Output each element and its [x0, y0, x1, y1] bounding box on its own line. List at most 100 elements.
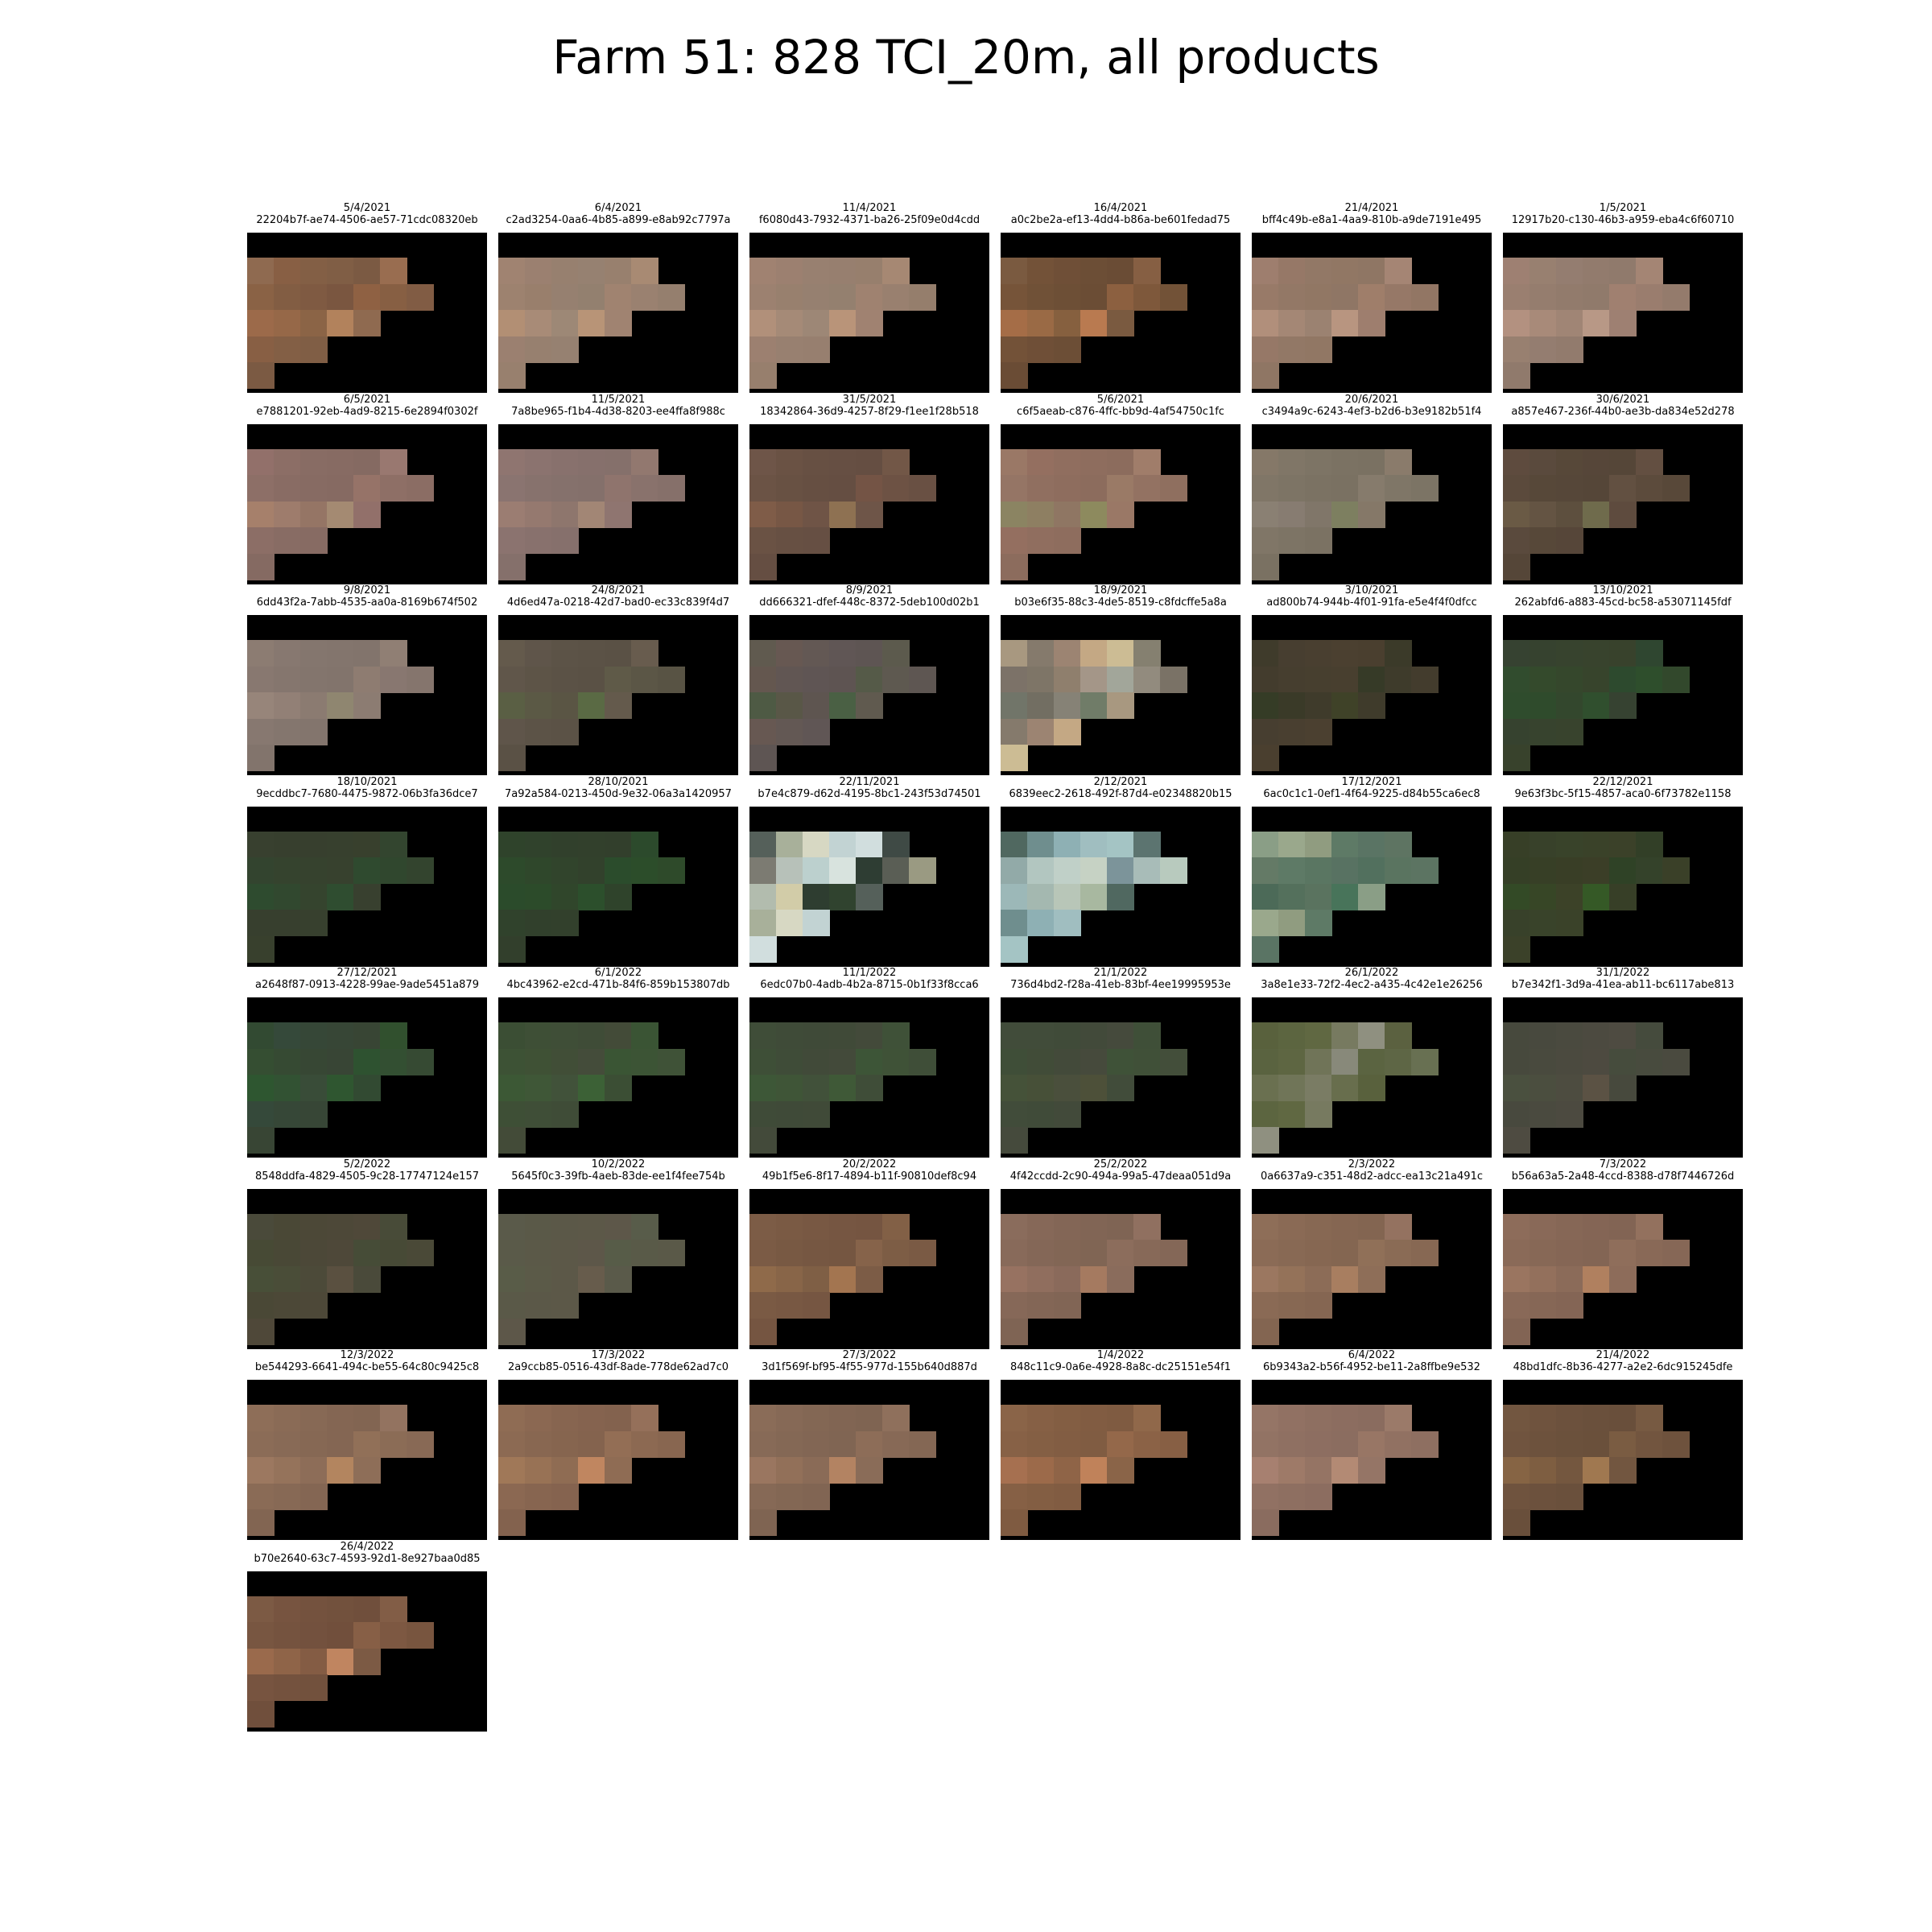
pixel-cell	[1054, 1075, 1081, 1101]
product-panel: 26/1/2022 3a8e1e33-72f2-4ec2-a435-4c42e1e…	[1252, 967, 1492, 1158]
pixel-cell	[803, 718, 830, 745]
pixel-cell	[498, 1100, 526, 1128]
tci-thumbnail	[749, 423, 989, 584]
product-panel: 18/10/2021 9ecddbc7-7680-4475-9872-06b3fa…	[247, 776, 487, 967]
pixel-cell	[1027, 883, 1055, 910]
pixel-cell	[551, 666, 579, 693]
pixel-cell	[631, 831, 658, 858]
pixel-cell	[749, 857, 777, 884]
pixel-cell	[1556, 640, 1583, 667]
pixel-cell	[1503, 1405, 1530, 1431]
pixel-cell	[829, 1405, 857, 1431]
pixel-cell	[829, 310, 857, 336]
pixel-cell	[1252, 1509, 1279, 1536]
pixel-cell	[247, 501, 275, 528]
pixel-cell	[578, 501, 605, 528]
pixel-cell	[274, 1048, 301, 1075]
pixel-cell	[1503, 258, 1530, 284]
pixel-cell	[1305, 448, 1332, 476]
product-panel: 27/3/2022 3d1f569f-bf95-4f55-977d-155b640…	[749, 1349, 989, 1540]
pixel-cell	[353, 448, 381, 476]
pixel-cell	[749, 745, 777, 771]
pixel-cell	[1331, 692, 1359, 719]
pixel-cell	[1278, 1405, 1306, 1431]
pixel-cell	[1609, 1022, 1637, 1049]
pixel-cell	[1636, 1405, 1663, 1431]
pixel-cell	[1252, 362, 1279, 389]
pixel-cell	[605, 640, 632, 667]
pixel-cell	[829, 1048, 857, 1075]
pixel-cell	[1001, 935, 1028, 963]
product-date: 6/4/2022	[1348, 1349, 1396, 1361]
pixel-cell	[300, 1648, 328, 1675]
pixel-cell	[1530, 666, 1557, 693]
pixel-cell	[1252, 553, 1279, 580]
pixel-cell	[274, 1213, 301, 1241]
pixel-cell	[1252, 883, 1279, 910]
pixel-cell	[1054, 310, 1081, 336]
pixel-cell	[856, 692, 883, 719]
pixel-cell	[551, 475, 579, 502]
pixel-cell	[1583, 501, 1610, 528]
pixel-cell	[1001, 1509, 1028, 1536]
pixel-cell	[1609, 640, 1637, 667]
pixel-cell	[1609, 1405, 1637, 1431]
pixel-cell	[803, 283, 830, 311]
product-date: 6/1/2022	[594, 967, 642, 979]
product-date: 5/6/2021	[1096, 393, 1145, 406]
pixel-cell	[578, 692, 605, 719]
pixel-cell	[1609, 310, 1637, 336]
pixel-cell	[300, 1292, 328, 1319]
pixel-cell	[1027, 1292, 1055, 1319]
pixel-cell	[605, 1265, 632, 1293]
pixel-cell	[1331, 310, 1359, 336]
pixel-cell	[300, 640, 328, 667]
pixel-cell	[1503, 831, 1530, 858]
product-panel: 28/10/2021 7a92a584-0213-450d-9e32-06a3a1…	[498, 776, 738, 967]
pixel-cell	[1054, 718, 1081, 745]
tci-thumbnail	[1503, 997, 1743, 1158]
pixel-cell	[803, 1430, 830, 1458]
pixel-cell	[605, 501, 632, 528]
pixel-cell	[1556, 336, 1583, 363]
pixel-cell	[1609, 258, 1637, 284]
pixel-cell	[327, 1048, 354, 1075]
pixel-cell	[1080, 501, 1108, 528]
pixel-cell	[1583, 692, 1610, 719]
pixel-cell	[274, 448, 301, 476]
pixel-cell	[1331, 831, 1359, 858]
pixel-cell	[1331, 501, 1359, 528]
pixel-cell	[1027, 258, 1055, 284]
pixel-cell	[909, 475, 936, 502]
pixel-cell	[776, 1022, 803, 1049]
product-id: f6080d43-7932-4371-ba26-25f09e0d4cdd	[758, 214, 980, 226]
pixel-cell	[1636, 1048, 1663, 1075]
pixel-cell	[525, 718, 552, 745]
pixel-cell	[776, 718, 803, 745]
tci-thumbnail	[1252, 615, 1492, 775]
pixel-cell	[605, 1430, 632, 1458]
pixel-cell	[498, 1048, 526, 1075]
pixel-cell	[498, 501, 526, 528]
pixel-cell	[247, 1127, 275, 1154]
pixel-cell	[776, 501, 803, 528]
pixel-cell	[631, 640, 658, 667]
pixel-cell	[551, 310, 579, 336]
pixel-cell	[380, 666, 407, 693]
product-date: 7/3/2022	[1599, 1158, 1647, 1170]
pixel-cell	[1331, 857, 1359, 884]
product-id: 6ac0c1c1-0ef1-4f64-9225-d84b55ca6ec8	[1263, 787, 1480, 800]
pixel-cell	[776, 1292, 803, 1319]
pixel-cell	[247, 1596, 275, 1623]
product-id: a0c2be2a-ef13-4dd4-b86a-be601fedad75	[1010, 214, 1231, 226]
pixel-cell	[605, 1457, 632, 1484]
pixel-cell	[327, 1265, 354, 1293]
pixel-cell	[1252, 501, 1279, 528]
pixel-cell	[300, 1075, 328, 1101]
pixel-cell	[1583, 857, 1610, 884]
pixel-cell	[407, 475, 434, 502]
pixel-cell	[749, 1292, 777, 1319]
product-panel: 21/4/2022 48bd1dfc-8b36-4277-a2e2-6dc9152…	[1503, 1349, 1743, 1540]
pixel-cell	[1411, 283, 1439, 311]
pixel-cell	[300, 883, 328, 910]
